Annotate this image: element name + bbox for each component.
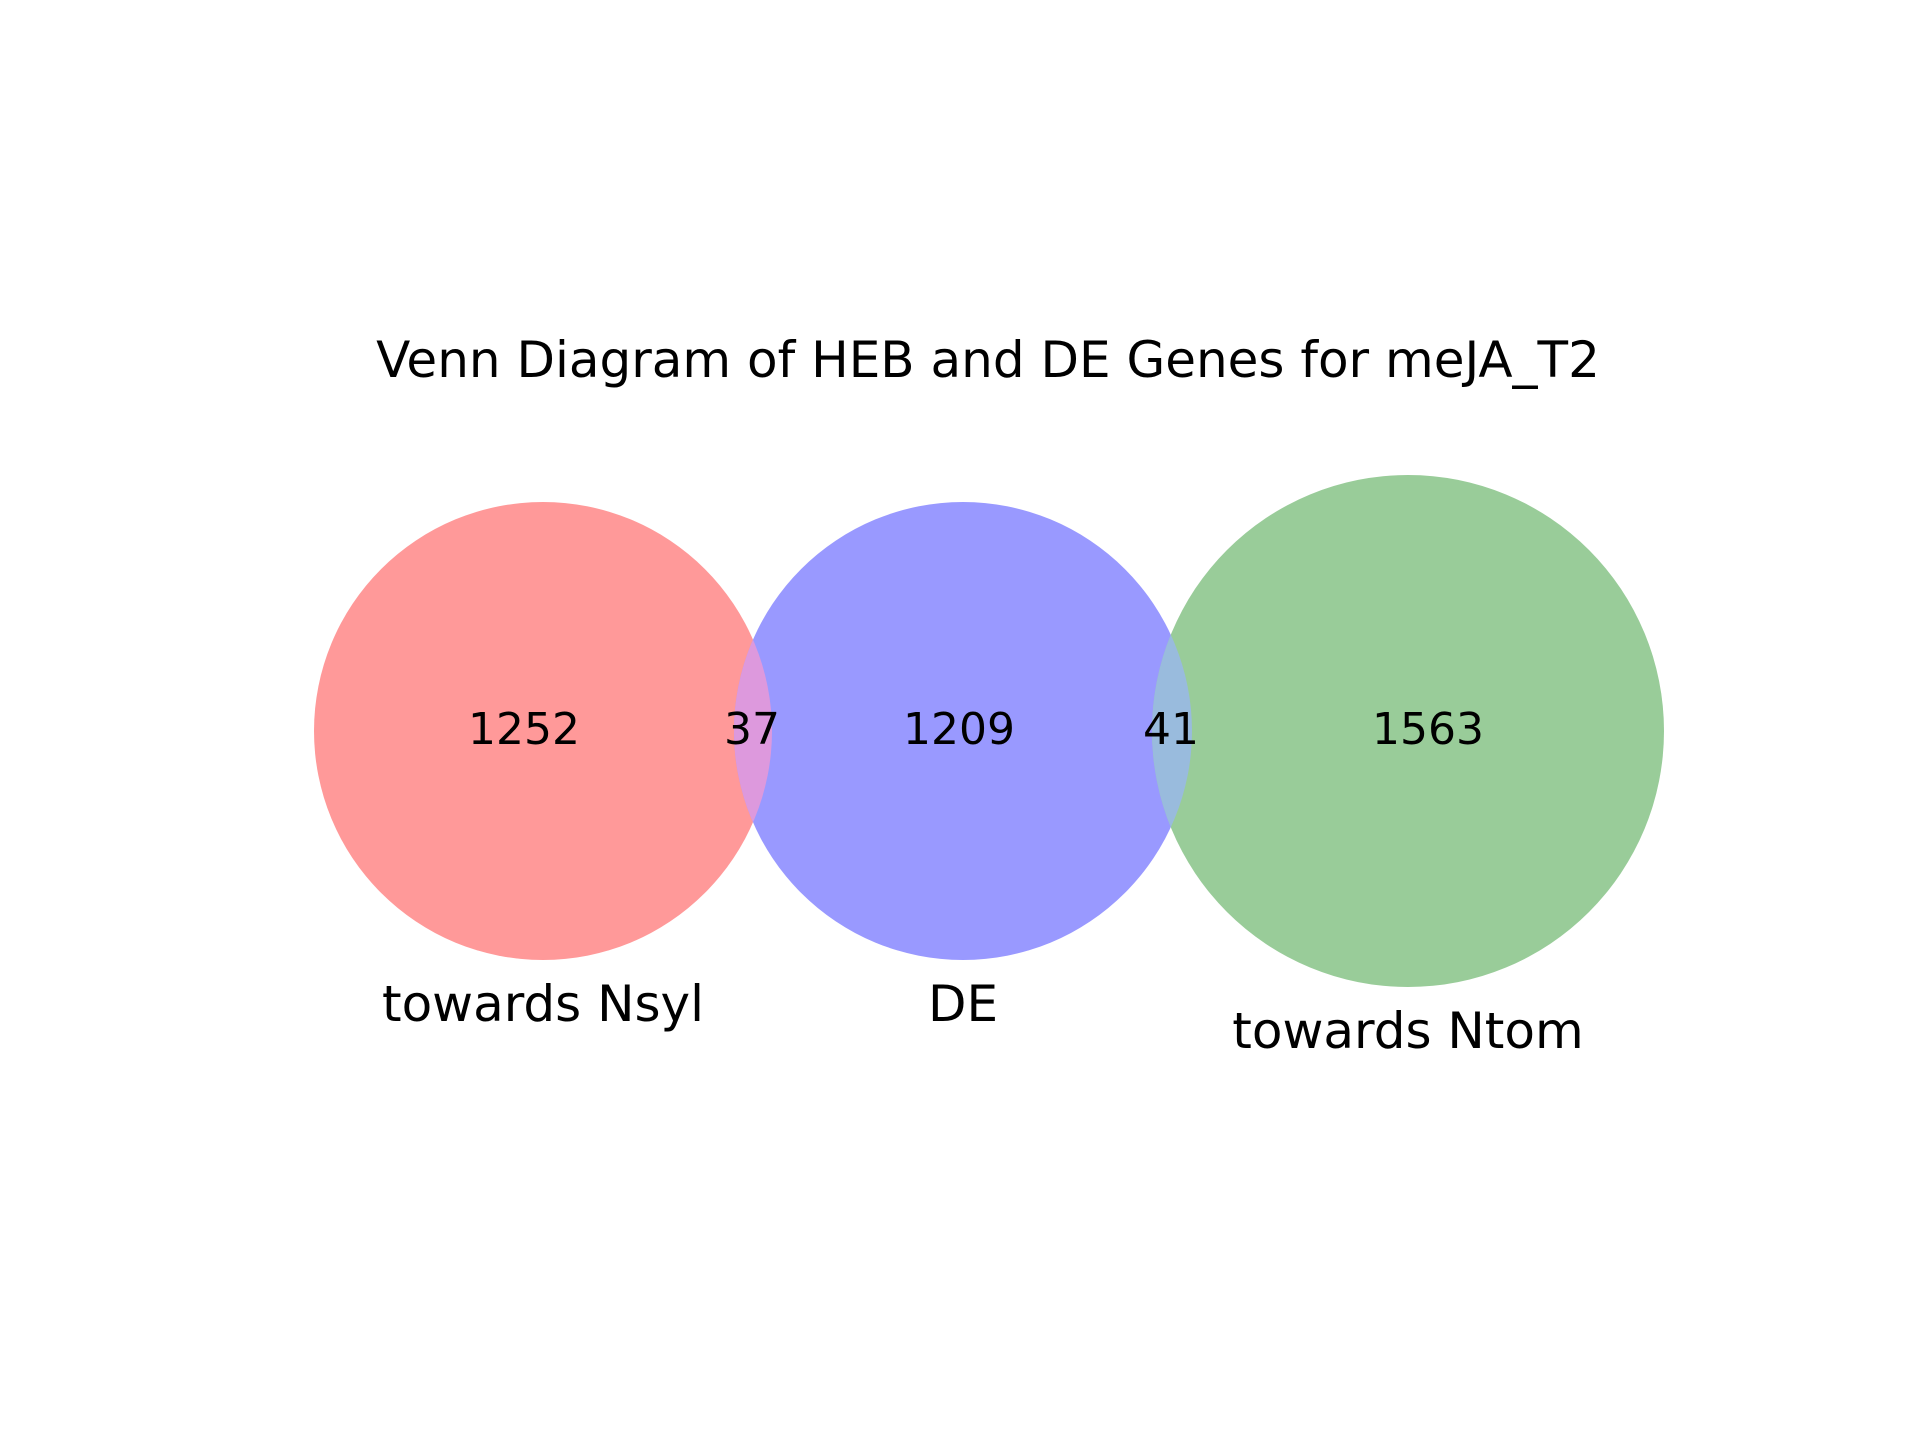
set-label-nsyl: towards Nsyl xyxy=(382,975,704,1033)
count-de-only: 1209 xyxy=(903,704,1015,755)
set-label-de: DE xyxy=(928,975,998,1033)
set-label-ntom: towards Ntom xyxy=(1232,1002,1583,1060)
diagram-title: Venn Diagram of HEB and DE Genes for meJ… xyxy=(376,331,1600,389)
count-de-ntom: 41 xyxy=(1143,704,1199,755)
count-nsyl-de: 37 xyxy=(724,704,780,755)
set-circle-nsyl xyxy=(314,502,772,960)
count-ntom-only: 1563 xyxy=(1372,704,1484,755)
set-circle-ntom xyxy=(1152,475,1664,987)
count-nsyl-only: 1252 xyxy=(468,704,580,755)
set-circle-de xyxy=(734,502,1192,960)
